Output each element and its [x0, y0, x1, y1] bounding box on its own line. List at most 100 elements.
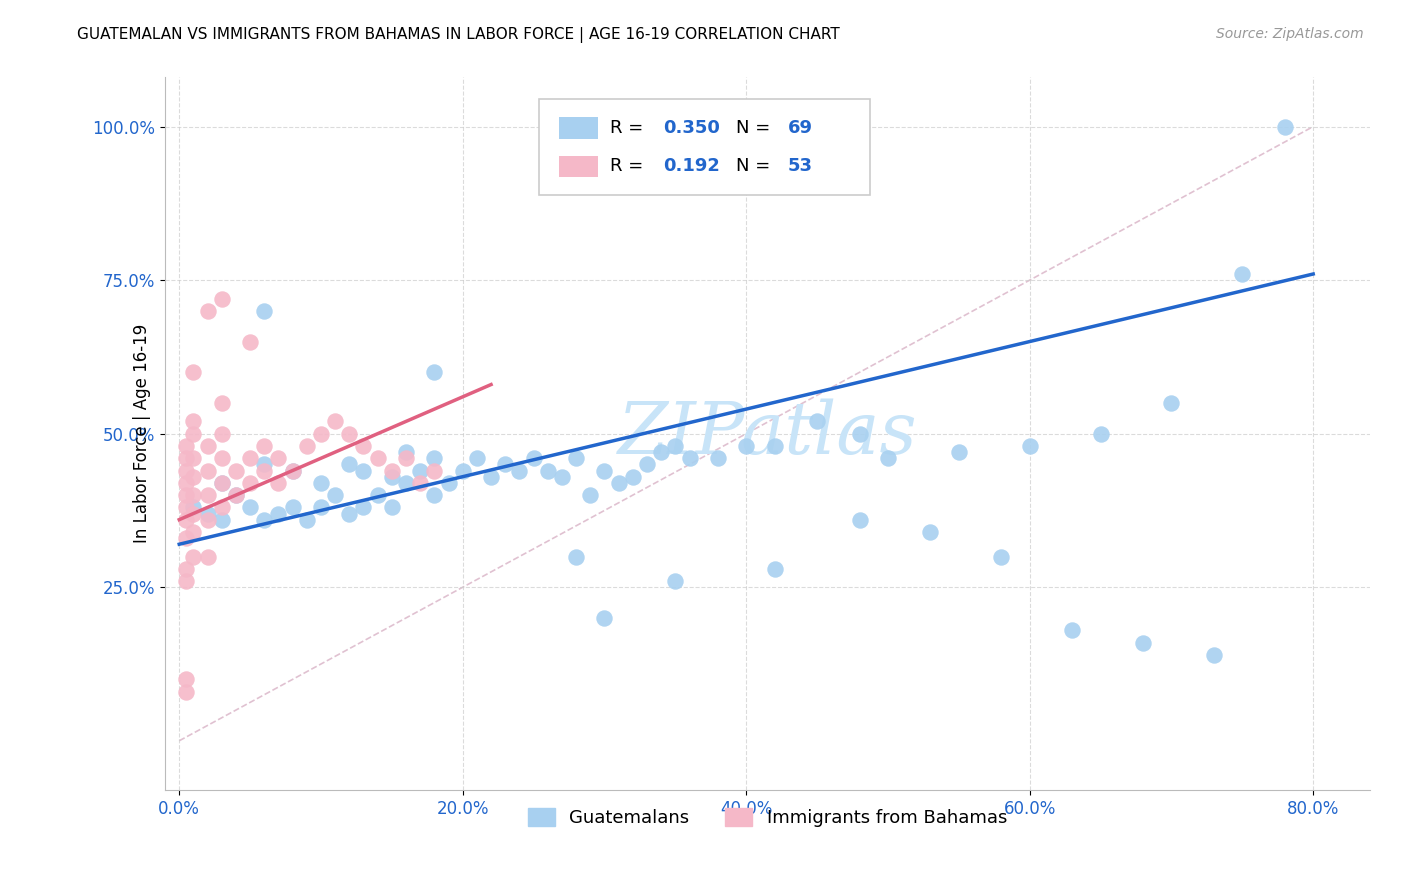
Point: [253, 439, 276, 453]
Point: [197, 488, 219, 502]
Point: [707, 451, 730, 466]
Text: 0.192: 0.192: [662, 158, 720, 176]
Point: [197, 439, 219, 453]
Point: [176, 562, 198, 576]
Point: [565, 451, 588, 466]
Point: [395, 451, 418, 466]
Text: 0.350: 0.350: [662, 119, 720, 137]
Point: [1018, 439, 1040, 453]
Text: N =: N =: [737, 119, 776, 137]
Point: [281, 500, 304, 515]
Point: [367, 488, 389, 502]
Point: [537, 463, 560, 477]
Point: [197, 303, 219, 318]
Text: R =: R =: [610, 158, 648, 176]
Point: [990, 549, 1012, 564]
Point: [1160, 396, 1182, 410]
Point: [1132, 635, 1154, 649]
Point: [253, 303, 276, 318]
Point: [239, 334, 262, 349]
Text: GUATEMALAN VS IMMIGRANTS FROM BAHAMAS IN LABOR FORCE | AGE 16-19 CORRELATION CHA: GUATEMALAN VS IMMIGRANTS FROM BAHAMAS IN…: [77, 27, 839, 43]
Point: [176, 531, 198, 545]
Point: [183, 500, 205, 515]
Point: [353, 463, 375, 477]
Point: [267, 451, 290, 466]
Point: [183, 549, 205, 564]
Point: [267, 507, 290, 521]
Point: [353, 439, 375, 453]
Point: [183, 365, 205, 379]
Point: [211, 475, 233, 490]
Point: [183, 426, 205, 441]
Point: [565, 549, 588, 564]
Point: [176, 574, 198, 588]
Point: [211, 475, 233, 490]
Point: [197, 463, 219, 477]
Point: [176, 513, 198, 527]
Point: [211, 513, 233, 527]
Text: 69: 69: [787, 119, 813, 137]
Point: [211, 500, 233, 515]
Point: [353, 500, 375, 515]
Point: [295, 439, 318, 453]
Point: [267, 475, 290, 490]
Point: [494, 458, 516, 472]
Point: [309, 426, 332, 441]
Point: [1202, 648, 1225, 662]
Point: [337, 507, 360, 521]
Point: [309, 475, 332, 490]
Point: [593, 463, 616, 477]
Point: [848, 426, 870, 441]
Point: [523, 451, 546, 466]
Point: [848, 513, 870, 527]
Point: [395, 475, 418, 490]
Point: [664, 439, 686, 453]
Point: [211, 292, 233, 306]
Point: [409, 463, 432, 477]
Point: [395, 445, 418, 459]
Text: N =: N =: [737, 158, 776, 176]
Point: [806, 414, 828, 428]
Point: [877, 451, 900, 466]
Point: [176, 475, 198, 490]
Point: [239, 475, 262, 490]
Point: [337, 458, 360, 472]
Point: [197, 513, 219, 527]
Point: [176, 488, 198, 502]
Point: [607, 475, 630, 490]
Point: [381, 463, 404, 477]
Point: [239, 500, 262, 515]
Point: [763, 562, 786, 576]
Point: [678, 451, 700, 466]
Point: [183, 451, 205, 466]
Point: [225, 488, 247, 502]
Point: [281, 463, 304, 477]
Point: [423, 451, 446, 466]
Point: [367, 451, 389, 466]
Point: [423, 463, 446, 477]
Point: [650, 445, 672, 459]
Point: [211, 426, 233, 441]
Point: [337, 426, 360, 441]
Point: [409, 475, 432, 490]
Point: [1274, 120, 1296, 134]
Point: [183, 507, 205, 521]
Point: [176, 439, 198, 453]
Point: [176, 684, 198, 698]
Point: [253, 513, 276, 527]
Point: [636, 458, 658, 472]
Point: [281, 463, 304, 477]
Legend: Guatemalans, Immigrants from Bahamas: Guatemalans, Immigrants from Bahamas: [520, 800, 1015, 834]
Point: [763, 439, 786, 453]
Point: [239, 451, 262, 466]
Point: [225, 488, 247, 502]
Point: [295, 513, 318, 527]
Point: [323, 414, 346, 428]
Point: [1062, 624, 1084, 638]
Point: [508, 463, 530, 477]
FancyBboxPatch shape: [538, 99, 870, 195]
Point: [948, 445, 970, 459]
Point: [437, 475, 460, 490]
Point: [423, 365, 446, 379]
Point: [735, 439, 758, 453]
